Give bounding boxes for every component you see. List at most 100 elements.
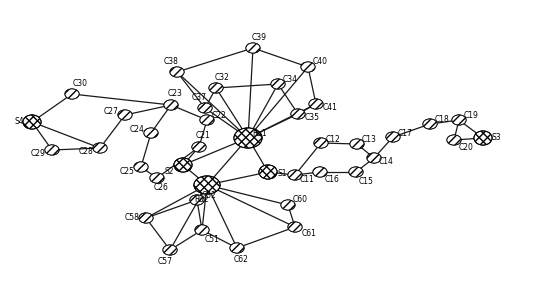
- Text: C12: C12: [326, 135, 340, 144]
- Ellipse shape: [259, 165, 277, 179]
- Ellipse shape: [174, 158, 192, 172]
- Ellipse shape: [195, 225, 209, 235]
- Ellipse shape: [259, 165, 277, 179]
- Text: C18: C18: [435, 115, 450, 123]
- Ellipse shape: [192, 142, 206, 152]
- Ellipse shape: [164, 100, 178, 110]
- Ellipse shape: [45, 145, 59, 155]
- Ellipse shape: [192, 142, 206, 152]
- Text: C34: C34: [282, 75, 297, 84]
- Text: C17: C17: [397, 129, 412, 137]
- Text: C58: C58: [124, 214, 139, 222]
- Text: C23: C23: [168, 88, 183, 98]
- Text: C51: C51: [205, 236, 219, 245]
- Ellipse shape: [452, 115, 466, 125]
- Ellipse shape: [134, 162, 148, 172]
- Text: C13: C13: [362, 135, 376, 144]
- Ellipse shape: [190, 195, 204, 205]
- Text: C60: C60: [293, 195, 308, 205]
- Text: C37: C37: [192, 94, 207, 102]
- Ellipse shape: [234, 128, 262, 148]
- Ellipse shape: [447, 135, 461, 145]
- Ellipse shape: [281, 200, 295, 210]
- Ellipse shape: [174, 158, 192, 172]
- Text: C38: C38: [163, 57, 178, 67]
- Ellipse shape: [271, 79, 285, 89]
- Text: C57: C57: [158, 257, 172, 267]
- Text: C24: C24: [130, 125, 144, 133]
- Text: S2: S2: [164, 166, 174, 175]
- Ellipse shape: [65, 89, 79, 99]
- Text: C62: C62: [233, 255, 248, 265]
- Ellipse shape: [144, 128, 158, 138]
- Ellipse shape: [209, 83, 223, 93]
- Ellipse shape: [288, 170, 302, 180]
- Text: C11: C11: [300, 174, 315, 183]
- Ellipse shape: [291, 109, 305, 119]
- Ellipse shape: [350, 139, 364, 149]
- Ellipse shape: [200, 115, 214, 125]
- Text: C28: C28: [78, 148, 93, 156]
- Ellipse shape: [234, 128, 262, 148]
- Ellipse shape: [134, 162, 148, 172]
- Ellipse shape: [314, 138, 328, 148]
- Text: C19: C19: [464, 110, 478, 119]
- Ellipse shape: [301, 62, 315, 72]
- Ellipse shape: [313, 167, 327, 177]
- Ellipse shape: [139, 213, 153, 223]
- Text: C40: C40: [312, 57, 327, 67]
- Ellipse shape: [367, 153, 381, 163]
- Ellipse shape: [281, 200, 295, 210]
- Text: C27: C27: [104, 106, 119, 115]
- Ellipse shape: [474, 131, 492, 145]
- Ellipse shape: [45, 145, 59, 155]
- Ellipse shape: [288, 170, 302, 180]
- Text: S3: S3: [491, 133, 501, 143]
- Ellipse shape: [230, 243, 244, 253]
- Ellipse shape: [474, 131, 492, 145]
- Ellipse shape: [118, 110, 132, 120]
- Ellipse shape: [291, 109, 305, 119]
- Text: C14: C14: [379, 158, 394, 166]
- Ellipse shape: [170, 67, 184, 77]
- Ellipse shape: [313, 167, 327, 177]
- Ellipse shape: [452, 115, 466, 125]
- Ellipse shape: [195, 225, 209, 235]
- Ellipse shape: [65, 89, 79, 99]
- Text: C29: C29: [30, 150, 45, 158]
- Ellipse shape: [139, 213, 153, 223]
- Ellipse shape: [230, 243, 244, 253]
- Text: C35: C35: [304, 113, 319, 123]
- Ellipse shape: [198, 103, 212, 113]
- Ellipse shape: [288, 222, 302, 232]
- Text: C20: C20: [459, 144, 474, 152]
- Ellipse shape: [194, 176, 220, 194]
- Text: C61: C61: [302, 228, 317, 238]
- Ellipse shape: [246, 43, 260, 53]
- Ellipse shape: [423, 119, 437, 129]
- Ellipse shape: [314, 138, 328, 148]
- Ellipse shape: [209, 83, 223, 93]
- Ellipse shape: [246, 43, 260, 53]
- Ellipse shape: [118, 110, 132, 120]
- Ellipse shape: [164, 100, 178, 110]
- Ellipse shape: [349, 167, 363, 177]
- Ellipse shape: [93, 143, 107, 153]
- Ellipse shape: [447, 135, 461, 145]
- Ellipse shape: [309, 99, 323, 109]
- Text: C39: C39: [252, 34, 266, 42]
- Ellipse shape: [386, 132, 400, 142]
- Text: C21: C21: [195, 131, 210, 139]
- Ellipse shape: [350, 139, 364, 149]
- Text: S4: S4: [14, 117, 24, 127]
- Text: C26: C26: [154, 183, 168, 193]
- Text: C41: C41: [323, 104, 337, 113]
- Ellipse shape: [271, 79, 285, 89]
- Text: C32: C32: [215, 73, 230, 82]
- Text: C16: C16: [325, 175, 340, 185]
- Text: Ru2: Ru2: [195, 195, 209, 203]
- Ellipse shape: [150, 173, 164, 183]
- Text: C30: C30: [73, 79, 88, 88]
- Ellipse shape: [194, 176, 220, 194]
- Ellipse shape: [190, 195, 204, 205]
